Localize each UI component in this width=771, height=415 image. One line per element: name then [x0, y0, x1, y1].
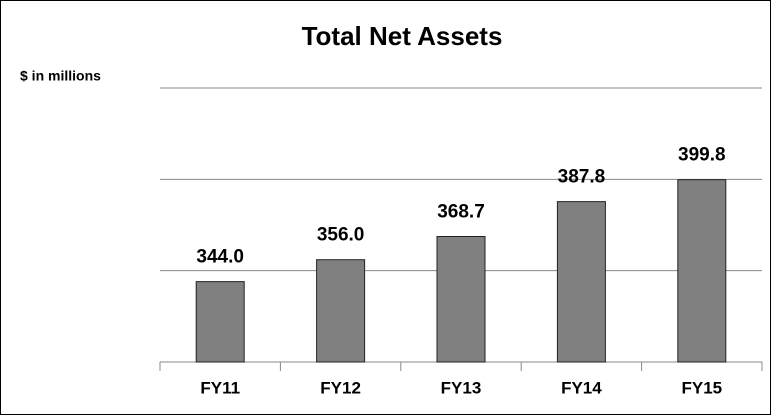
y-axis-label: $ in millions — [20, 68, 101, 84]
data-label: 356.0 — [317, 225, 365, 246]
x-tick-label: FY14 — [561, 378, 602, 397]
data-label: 368.7 — [437, 202, 485, 223]
x-tick-label: FY15 — [681, 378, 722, 397]
bar — [436, 236, 486, 363]
bar — [677, 179, 727, 363]
x-tick-label: FY12 — [320, 378, 361, 397]
chart-title: Total Net Assets — [302, 21, 503, 51]
bar — [316, 259, 366, 363]
x-tick-label: FY13 — [441, 378, 482, 397]
data-label: 344.0 — [196, 247, 244, 268]
bar — [195, 281, 245, 363]
bar — [556, 201, 606, 363]
data-label: 399.8 — [678, 145, 726, 166]
x-tick-label: FY11 — [200, 378, 240, 397]
data-label: 387.8 — [558, 167, 606, 188]
